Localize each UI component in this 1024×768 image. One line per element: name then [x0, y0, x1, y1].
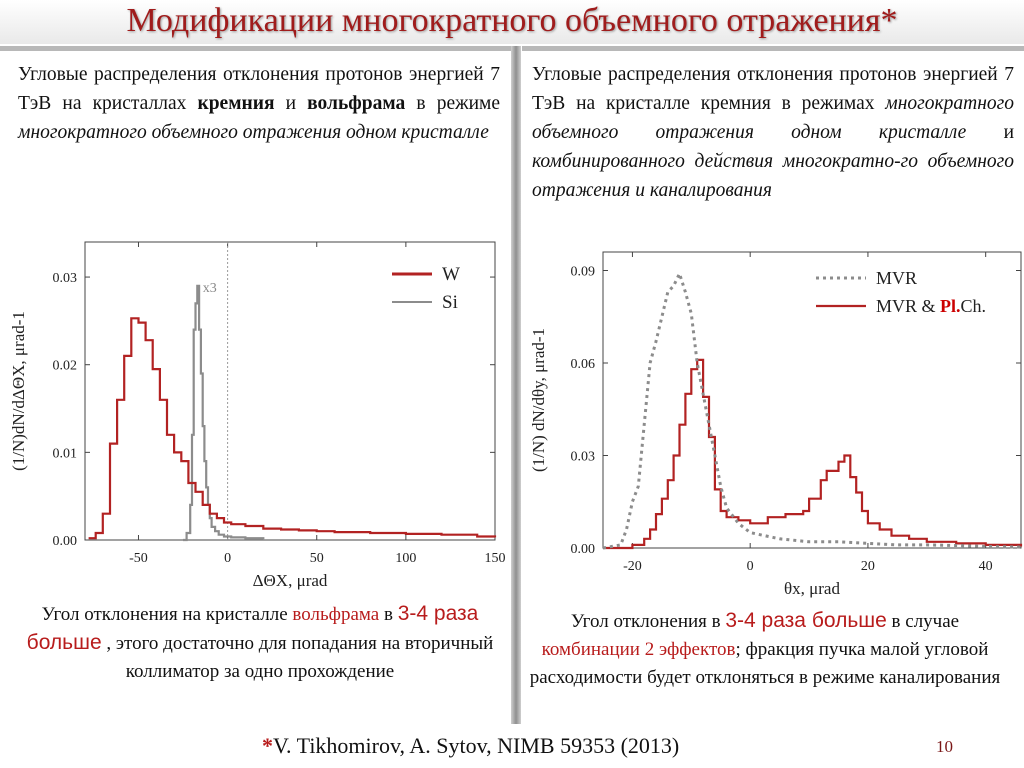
- y-axis-label: (1/N) dN/dθy, μrad-1: [529, 328, 548, 472]
- page-title: Модификации многократного объемного отра…: [126, 2, 898, 39]
- tungsten-bold: вольфрама: [307, 93, 406, 114]
- y-tick-label: 0.03: [53, 271, 78, 286]
- citation-star: *: [262, 733, 273, 758]
- series-line: [603, 358, 1023, 550]
- x-tick-label: 20: [861, 559, 875, 574]
- right-desc-italic-1: многократного объемного отражения одном …: [532, 93, 1014, 143]
- y-tick-label: 0.09: [571, 265, 596, 280]
- citation: *V. Tikhomirov, A. Sytov, NIMB 59353 (20…: [262, 733, 679, 759]
- y-tick-label: 0.02: [53, 359, 78, 374]
- series-line: [602, 269, 1022, 550]
- title-bar: [0, 0, 1024, 44]
- x-tick-label: 0: [224, 551, 231, 566]
- y-tick-label: 0.06: [571, 357, 596, 372]
- series-line: [183, 284, 265, 542]
- left-desc-text: Угловые распределения отклонения протоно…: [18, 64, 500, 114]
- x-tick-label: 40: [979, 559, 993, 574]
- legend-label-si: Si: [442, 292, 458, 313]
- citation-text: V. Tikhomirov, A. Sytov, NIMB 59353 (201…: [273, 733, 680, 758]
- combination-highlight: комбинации 2 эффектов: [541, 639, 736, 660]
- x-tick-label: -50: [129, 551, 148, 566]
- header-divider-left: [0, 46, 515, 51]
- left-desc-italic: многократного объемного отражения одном …: [18, 122, 489, 143]
- x3-annotation: x3: [203, 281, 217, 296]
- x-tick-label: 50: [310, 551, 324, 566]
- right-desc-and: и: [966, 122, 1015, 143]
- right-caption: Угол отклонения в 3-4 раза больше в случ…: [522, 607, 1008, 692]
- right-description: Угловые распределения отклонения протоно…: [532, 60, 1014, 205]
- column-separator: [511, 46, 521, 724]
- x-tick-label: 100: [395, 551, 416, 566]
- right-caption-rest: ; фракция пучка малой угловой расходимос…: [529, 639, 1001, 688]
- footer: [0, 726, 1024, 768]
- plot-frame: [602, 251, 1022, 549]
- plot-frame: [84, 241, 496, 541]
- right-desc-text: Угловые распределения отклонения протоно…: [532, 64, 1014, 114]
- left-caption: Угол отклонения на кристалле вольфрама в…: [20, 600, 500, 686]
- tungsten-highlight: вольфрама: [292, 604, 380, 625]
- x-tick-label: 150: [485, 551, 506, 566]
- x-tick-label: 0: [747, 559, 754, 574]
- y-tick-label: 0.03: [571, 450, 596, 465]
- x-axis-label: ΔΘX, μrad: [253, 571, 328, 590]
- y-tick-label: 0.00: [53, 534, 78, 549]
- left-factor-highlight: 3-4 раза больше: [26, 602, 479, 654]
- y-axis-label: (1/N)dN/dΔΘX, μrad-1: [9, 311, 28, 471]
- left-desc-and: и: [274, 93, 308, 114]
- y-tick-label: 0.01: [53, 446, 78, 461]
- series-line: [88, 317, 497, 540]
- right-factor-highlight: 3-4 раза больше: [725, 609, 887, 632]
- left-caption-rest: , этого достаточно для попадания на втор…: [101, 633, 494, 682]
- header-divider-right: [522, 46, 1024, 51]
- chart-left: -50 0 50 100 150 0.00 0.01 0.02 0.03 ΔΘX, μrad (1/…: [9, 241, 506, 590]
- x-axis-label: θx, μrad: [784, 579, 840, 598]
- left-description: Угловые распределения отклонения протоно…: [18, 60, 500, 147]
- legend-label-combined: MVR & Pl.Ch.: [876, 296, 986, 316]
- right-caption-case: в случае: [886, 611, 960, 632]
- left-caption-text: Угол отклонения на кристалле: [41, 604, 293, 625]
- right-desc-italic-2: комбинированного действия многократно-го…: [532, 151, 1014, 201]
- chart-right: -20 0 20 40 0.00 0.03 0.06 0.09 θx, μrad (1/N) dN…: [529, 251, 1023, 598]
- legend-label-mvr: MVR: [876, 268, 917, 288]
- x-tick-label: -20: [623, 559, 642, 574]
- left-desc-mode: в режиме: [405, 93, 500, 114]
- silicon-bold: кремния: [197, 93, 275, 114]
- left-caption-in: в: [379, 604, 398, 625]
- right-caption-text: Угол отклонения в: [570, 611, 726, 632]
- y-tick-label: 0.00: [571, 542, 596, 557]
- legend-label-w: W: [442, 264, 460, 285]
- page-number: 10: [936, 737, 953, 756]
